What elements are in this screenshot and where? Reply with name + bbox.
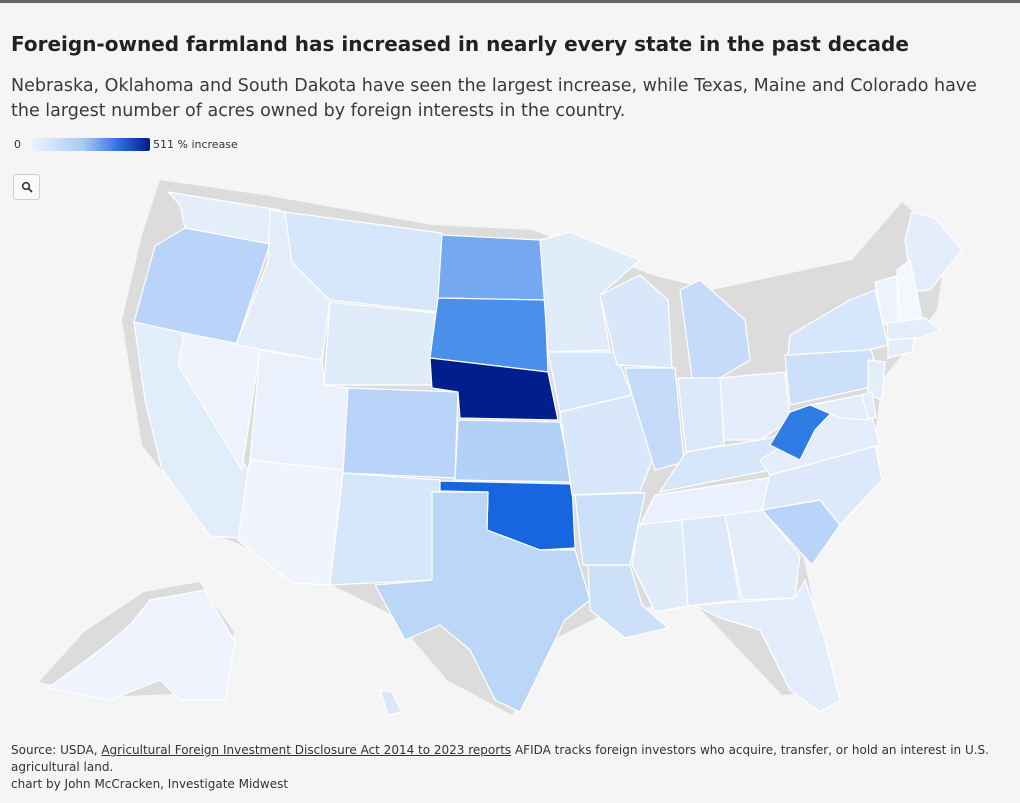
legend-min-label: 0	[14, 138, 21, 151]
state-nv[interactable]	[177, 332, 261, 471]
state-fl[interactable]	[694, 579, 841, 713]
state-la[interactable]	[587, 564, 669, 639]
state-in[interactable]	[677, 377, 725, 453]
state-nd[interactable]	[437, 234, 546, 301]
state-md[interactable]	[809, 394, 871, 421]
state-nm[interactable]	[329, 472, 441, 586]
state-mo[interactable]	[559, 394, 656, 496]
state-ct[interactable]	[887, 337, 916, 359]
chart-title: Foreign-owned farmland has increased in …	[11, 32, 909, 56]
state-al[interactable]	[681, 514, 741, 607]
source-link[interactable]: Agricultural Foreign Investment Disclosu…	[101, 743, 512, 757]
state-tx[interactable]	[374, 491, 591, 713]
top-rule	[0, 0, 1020, 3]
states	[47, 191, 963, 716]
search-icon	[21, 181, 32, 193]
legend-gradient-bar	[28, 138, 150, 151]
source-line: Source: USDA, Agricultural Foreign Inves…	[11, 742, 1001, 776]
state-de[interactable]	[861, 391, 877, 419]
state-wy[interactable]	[323, 301, 437, 386]
state-hi[interactable]	[379, 689, 403, 716]
source-prefix: Source: USDA,	[11, 743, 102, 757]
state-az[interactable]	[237, 459, 344, 586]
state-ks[interactable]	[454, 419, 573, 483]
chart-subtitle: Nebraska, Oklahoma and South Dakota have…	[11, 76, 977, 121]
zoom-search-button[interactable]	[13, 174, 40, 200]
us-choropleth-map	[39, 180, 963, 716]
state-or[interactable]	[133, 227, 271, 346]
state-oh[interactable]	[719, 371, 791, 441]
state-nj[interactable]	[867, 359, 886, 401]
state-co[interactable]	[342, 387, 459, 479]
state-ne[interactable]	[429, 357, 559, 421]
state-wi[interactable]	[599, 274, 673, 369]
footer: Source: USDA, Agricultural Foreign Inves…	[11, 742, 1001, 793]
state-mt[interactable]	[284, 211, 443, 313]
state-ak[interactable]	[47, 589, 236, 701]
state-ms[interactable]	[631, 519, 689, 613]
state-ma[interactable]	[886, 317, 941, 341]
source-note: AFIDA tracks foreign investors who acqui…	[11, 743, 989, 774]
state-ga[interactable]	[724, 509, 801, 601]
credit-line: chart by John McCracken, Investigate Mid…	[11, 777, 289, 791]
legend-max-label: 511 % increase	[153, 138, 238, 151]
state-il[interactable]	[624, 367, 685, 471]
state-me[interactable]	[904, 211, 963, 293]
